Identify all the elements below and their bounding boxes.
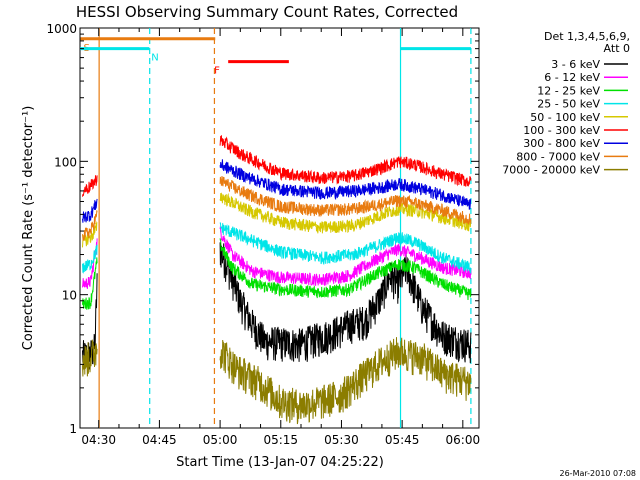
series-line-pre <box>82 198 98 223</box>
series-line-pre <box>82 175 98 197</box>
series-12-25-kev <box>82 238 472 310</box>
series-800-7000-kev <box>82 175 472 242</box>
series-line-post <box>219 226 472 286</box>
y-axis-label: Corrected Count Rate (s⁻¹ detector⁻¹) <box>21 106 36 351</box>
series-line-pre <box>82 273 98 370</box>
series-line-post <box>219 238 472 301</box>
legend-label: 300 - 800 keV <box>523 137 600 150</box>
legend-header-line-1: Det 1,3,4,5,6,9, <box>544 30 630 43</box>
series-line-post <box>219 337 472 425</box>
series-layer <box>82 135 472 425</box>
chart-title: HESSI Observing Summary Count Rates, Cor… <box>76 3 458 21</box>
legend-label: 800 - 7000 keV <box>516 150 600 163</box>
footer-date: 26-Mar-2010 07:08 <box>560 469 637 478</box>
series-100-300-kev <box>82 135 472 197</box>
series-line-pre <box>82 210 98 242</box>
series-line-post <box>219 192 472 234</box>
series-3-6-kev <box>82 242 472 370</box>
series-300-800-kev <box>82 159 472 223</box>
y-tick-label: 1 <box>69 422 77 436</box>
y-tick-label: 10 <box>62 289 77 303</box>
series-25-50-kev <box>82 222 472 274</box>
legend-label: 12 - 25 keV <box>537 84 600 97</box>
series-7000-20000-kev <box>82 337 472 425</box>
x-tick-label: 05:30 <box>324 433 359 447</box>
x-tick-label: 04:45 <box>142 433 177 447</box>
legend-label: 7000 - 20000 keV <box>502 164 600 177</box>
legend-label: 25 - 50 keV <box>537 98 600 111</box>
flag-label: F <box>214 66 220 77</box>
series-line-post <box>219 242 472 364</box>
plot-frame <box>79 27 480 429</box>
x-tick-label: 04:30 <box>81 433 116 447</box>
x-axis-label: Start Time (13-Jan-07 04:25:22) <box>176 455 384 470</box>
series-line-post <box>219 135 472 187</box>
series-line-post <box>219 175 472 225</box>
axes-layer: 04:30 04:45 05:00 05:15 05:30 05:45 06:00 1 10 10… <box>46 22 480 447</box>
series-line-pre <box>82 221 98 248</box>
legend-label: 3 - 6 keV <box>551 58 600 71</box>
y-tick-label: 100 <box>54 155 77 169</box>
series-line-pre <box>82 339 98 377</box>
x-tick-label: 05:45 <box>385 433 420 447</box>
legend-label: 50 - 100 keV <box>530 111 600 124</box>
x-tick-label: 05:15 <box>263 433 298 447</box>
series-line-post <box>219 222 472 274</box>
legend-label: 100 - 300 keV <box>523 124 600 137</box>
x-tick-label: 05:00 <box>203 433 238 447</box>
series-line-pre <box>82 244 98 274</box>
legend-header-line-2: Att 0 <box>604 42 630 55</box>
series-50-100-kev <box>82 192 472 248</box>
x-tick-label: 06:00 <box>446 433 481 447</box>
series-line-post <box>219 159 472 210</box>
y-tick-label: 1000 <box>46 22 77 36</box>
legend-label: 6 - 12 keV <box>544 71 600 84</box>
flag-label: N <box>151 53 158 64</box>
series-line-pre <box>82 257 98 310</box>
